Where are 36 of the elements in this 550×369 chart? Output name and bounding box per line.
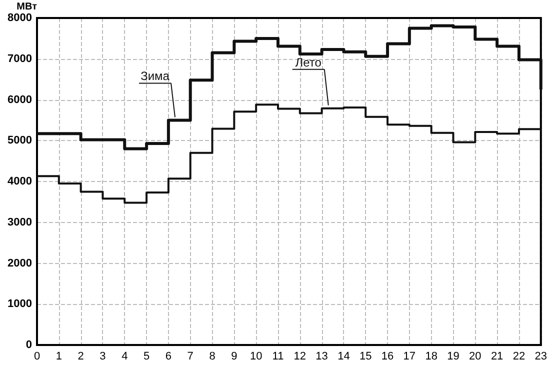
y-tick-label: 0 (26, 339, 32, 351)
x-tick-label: 20 (469, 350, 482, 362)
x-tick-label: 8 (209, 350, 216, 362)
x-tick-label: 10 (250, 350, 262, 362)
x-tick-label: 13 (316, 350, 328, 362)
x-tick-label: 17 (403, 350, 416, 362)
x-tick-label: 18 (425, 350, 438, 362)
x-tick-label: 7 (187, 350, 194, 362)
x-tick-label: 21 (490, 350, 504, 362)
text: Лето (295, 55, 322, 70)
x-tick-label: 23 (534, 350, 548, 362)
x-tick-label: 6 (165, 350, 172, 362)
y-tick-label: 4000 (8, 176, 32, 188)
y-tick-label: 1000 (8, 298, 32, 310)
x-tick-label: 1 (56, 350, 62, 362)
x-tick-label: 4 (122, 350, 128, 362)
y-tick-label: 5000 (8, 134, 32, 147)
x-tick-label: 19 (447, 350, 460, 362)
x-tick-label: 5 (143, 350, 150, 362)
y-tick-label: 6000 (8, 94, 32, 106)
x-tick-label: 14 (338, 350, 350, 362)
x-tick-label: 15 (359, 350, 372, 362)
y-tick-label: 7000 (8, 52, 32, 65)
x-tick-label: 11 (272, 350, 284, 362)
y-axis-title: МВт (16, 2, 38, 12)
y-tick-label: 8000 (8, 12, 32, 24)
y-tick-label: 2000 (8, 257, 32, 270)
x-tick-label: 16 (381, 350, 394, 362)
x-tick-label: 3 (100, 350, 106, 362)
series-label: Зима (140, 69, 170, 84)
x-tick-label: 2 (78, 350, 84, 362)
x-tick-label: 12 (294, 350, 306, 362)
y-tick-label: 3000 (8, 216, 32, 228)
x-tick-label: 22 (512, 350, 526, 362)
x-tick-label: 0 (34, 350, 40, 362)
x-tick-label: 9 (231, 350, 238, 362)
